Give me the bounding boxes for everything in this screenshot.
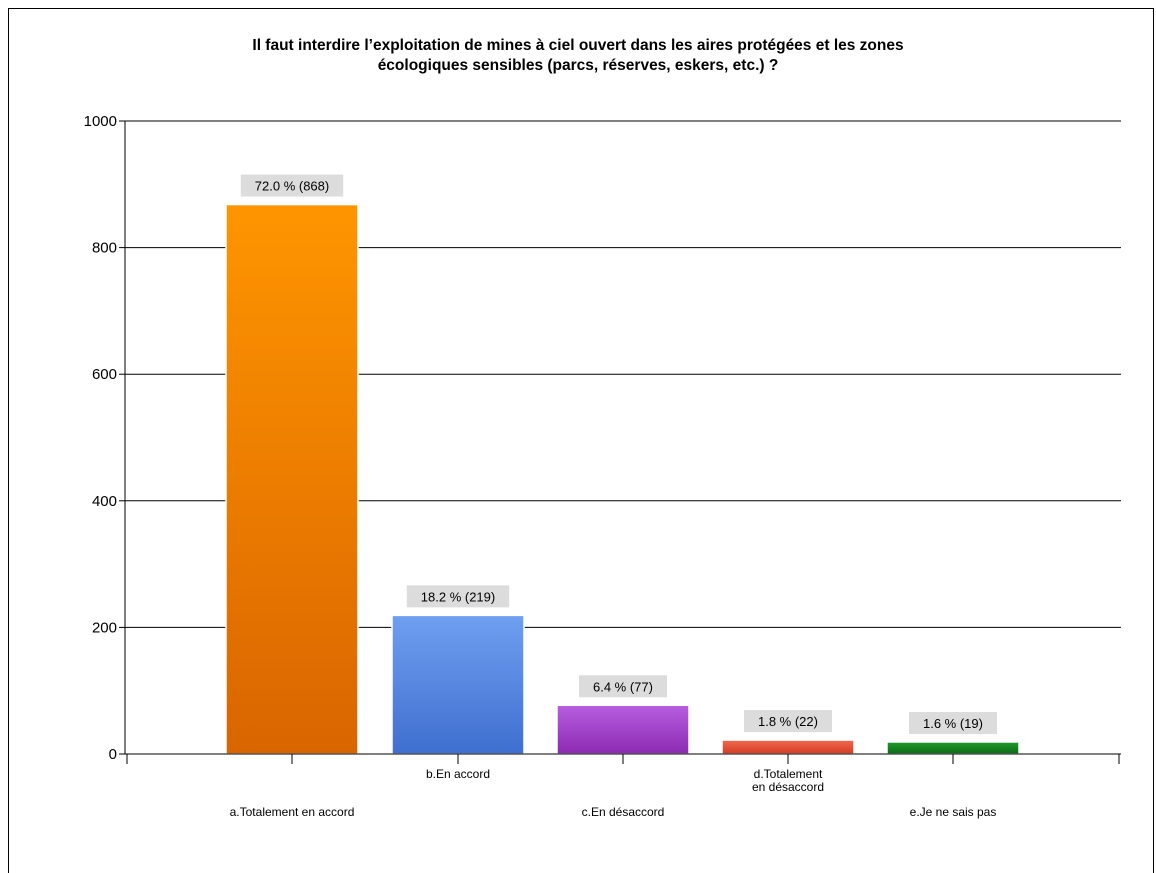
bar: [391, 614, 525, 755]
bar: [556, 704, 690, 755]
data-label: 1.6 % (19): [923, 716, 983, 731]
chart-title-line-1: Il faut interdire l’exploitation de mine…: [252, 37, 904, 54]
data-label-box: [579, 675, 667, 698]
x-category-label: e.Je ne sais pas: [910, 805, 997, 819]
bar: [886, 741, 1020, 755]
data-label-box: [406, 585, 510, 608]
data-label-box: [909, 711, 997, 734]
data-label: 72.0 % (868): [255, 179, 329, 194]
y-tick-label: 1000: [84, 113, 117, 130]
chart-title-line-2: écologiques sensibles (parcs, réserves, …: [377, 57, 779, 74]
y-tick-label: 600: [92, 366, 117, 383]
data-label-box: [240, 174, 344, 197]
x-category-label: en désaccord: [752, 780, 824, 794]
x-axis: a.Totalement en accord b.En accord c.En dé…: [125, 753, 1121, 819]
y-tick-label: 800: [92, 240, 117, 257]
y-tick-label: 200: [92, 619, 117, 636]
x-category-label: d.Totalement: [754, 767, 823, 781]
data-label: 6.4 % (77): [593, 679, 653, 694]
data-label: 18.2 % (219): [421, 589, 495, 604]
x-category-label: a.Totalement en accord: [230, 805, 355, 819]
chart-title: Il faut interdire l’exploitation de mine…: [0, 36, 1156, 76]
x-category-label: b.En accord: [426, 767, 490, 781]
bars: [225, 203, 1020, 755]
bar: [225, 203, 359, 755]
data-labels: 72.0 % (868) 18.2 % (219) 6.4 % (77) 1.8 % …: [240, 174, 997, 734]
y-tick-label: 400: [92, 493, 117, 510]
y-axis: 0 200 400 600 800 1000: [84, 113, 126, 763]
data-label-box: [744, 710, 832, 733]
data-label: 1.8 % (22): [758, 714, 818, 729]
bar: [721, 739, 855, 755]
y-tick-label: 0: [109, 746, 117, 763]
x-category-label: c.En désaccord: [582, 805, 665, 819]
